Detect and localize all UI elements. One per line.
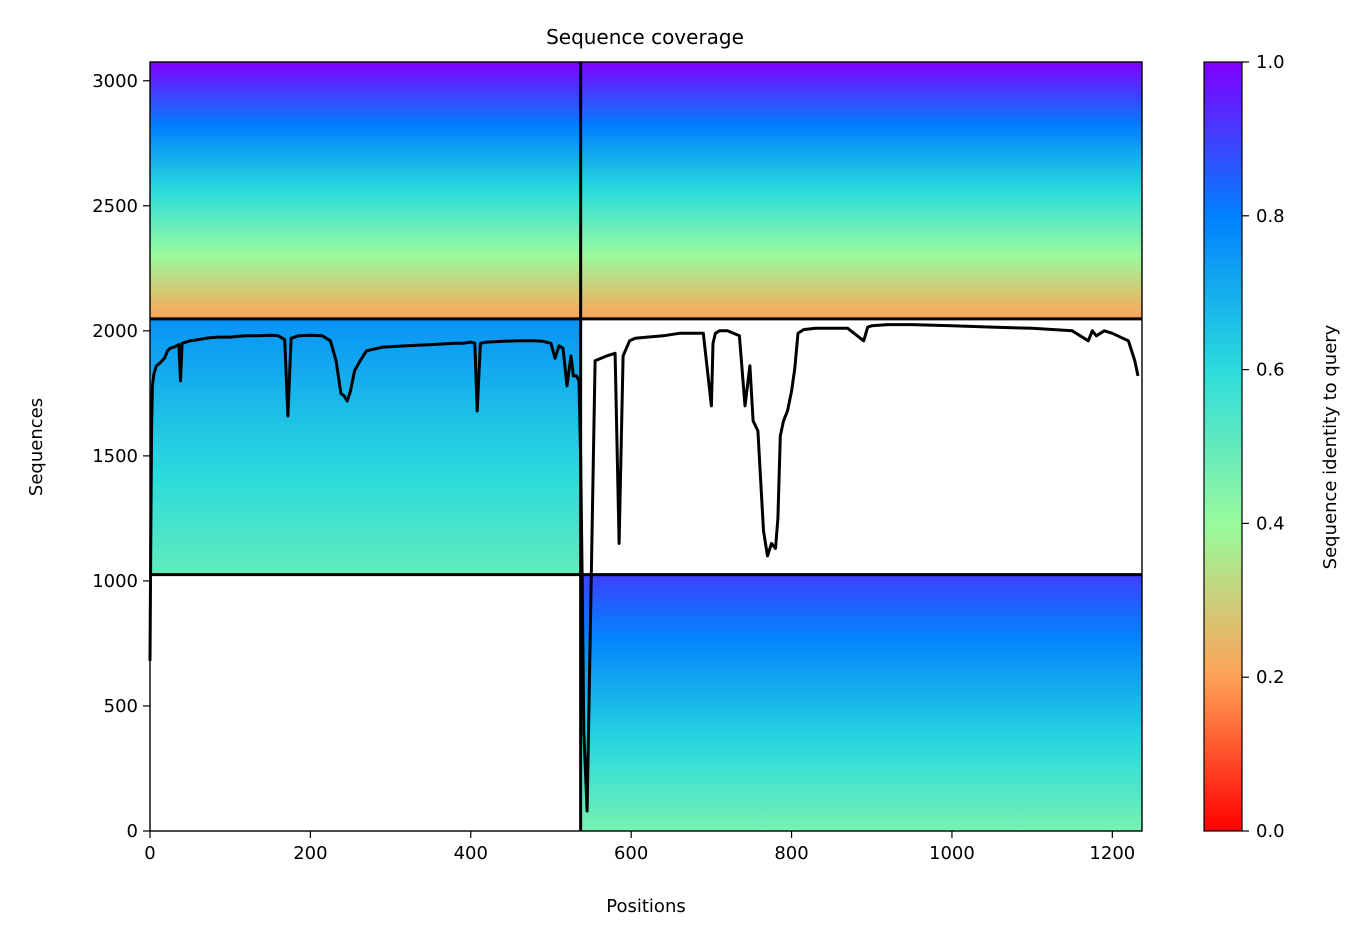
colorbar-gradient (1203, 61, 1243, 832)
colorbar-label: Sequence identity to query (1320, 324, 1341, 569)
x-tick-label: 0 (144, 843, 155, 864)
coverage-line-layer (148, 323, 1140, 813)
colorbar-ticks: 0.0 0.2 0.4 0.6 0.8 1.0 (1242, 52, 1285, 842)
heatmap-block (150, 318, 581, 575)
x-axis: 0 200 400 600 800 1000 1200 (144, 831, 1135, 864)
heatmap-block (150, 62, 581, 319)
colorbar-tick-label: 0.4 (1256, 513, 1285, 534)
x-tick-label: 1000 (929, 843, 975, 864)
x-tick-label: 1200 (1089, 843, 1135, 864)
colorbar-tick-label: 1.0 (1256, 52, 1285, 73)
y-tick-label: 1500 (92, 446, 138, 467)
y-axis: 0 500 1000 1500 2000 2500 3000 (92, 71, 150, 842)
colorbar-tick-label: 0.8 (1256, 206, 1285, 227)
coverage-line (148, 323, 1140, 813)
y-tick-label: 2000 (92, 321, 138, 342)
x-axis-label: Positions (606, 896, 685, 917)
heatmap-block (580, 574, 1142, 831)
colorbar-tick-label: 0.2 (1256, 667, 1285, 688)
heatmap-block (580, 62, 1142, 319)
colorbar-tick-label: 0.6 (1256, 360, 1285, 381)
y-axis-label: Sequences (26, 398, 47, 496)
y-tick-label: 1000 (92, 571, 138, 592)
x-tick-label: 600 (614, 843, 648, 864)
chart-title: Sequence coverage (546, 25, 744, 49)
x-tick-label: 200 (293, 843, 327, 864)
y-tick-label: 3000 (92, 71, 138, 92)
heatmap-blocks (150, 62, 1142, 831)
y-tick-label: 0 (127, 821, 138, 842)
x-tick-label: 400 (454, 843, 488, 864)
colorbar: 0.0 0.2 0.4 0.6 0.8 1.0 Sequence identity to … (1203, 52, 1341, 842)
y-tick-label: 500 (104, 696, 138, 717)
colorbar-tick-label: 0.0 (1256, 821, 1285, 842)
y-tick-label: 2500 (92, 196, 138, 217)
x-tick-label: 800 (774, 843, 808, 864)
plot-frame (149, 61, 1143, 832)
